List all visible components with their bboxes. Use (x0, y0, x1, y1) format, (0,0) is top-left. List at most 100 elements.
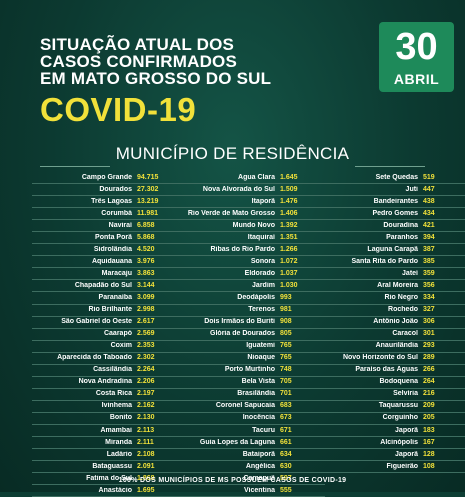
municipality-name: Douradina (383, 221, 418, 229)
municipality-name: Naviraí (108, 221, 132, 229)
headline: COVID-19 (40, 91, 197, 128)
municipality-name: Bandeirantes (373, 197, 418, 205)
case-count: 421 (423, 221, 435, 229)
municipality-row: Bataguassu 2.091 (32, 461, 182, 474)
municipality-name: Vicentina (244, 486, 275, 494)
municipality-row: Sidrolândia 4.520 (32, 244, 182, 257)
municipality-row: Bandeirantes 438 (318, 196, 465, 209)
case-count: 216 (423, 390, 435, 398)
divider-left (40, 166, 110, 167)
case-count: 167 (423, 438, 435, 446)
municipality-row: Rio Brilhante 2.998 (32, 305, 182, 317)
municipality-name: Japorã (395, 426, 418, 434)
municipality-name: Campo Grande (81, 173, 132, 181)
municipality-row: Terenos 981 (175, 305, 325, 317)
case-count: 1.037 (280, 269, 298, 277)
municipality-name: Bela Vista (241, 378, 275, 386)
municipality-name: Sete Quedas (375, 173, 418, 181)
title-line: SITUAÇÃO ATUAL DOS (40, 35, 235, 54)
case-count: 3.863 (137, 269, 155, 277)
divider-right (355, 166, 425, 167)
municipality-name: Novo Horizonte do Sul (342, 354, 418, 362)
municipality-name: Rochedo (388, 306, 418, 314)
case-count: 205 (423, 414, 435, 422)
case-count: 3.144 (137, 281, 155, 289)
municipality-name: Deodápolis (237, 293, 275, 301)
municipality-row: Ivinhema 2.162 (32, 401, 182, 413)
municipality-row: Antônio João 306 (318, 317, 465, 329)
case-count: 2.353 (137, 342, 155, 350)
case-count: 356 (423, 281, 435, 289)
case-count: 128 (423, 450, 435, 458)
municipality-row: Nova Andradina 2.206 (32, 377, 182, 389)
case-count: 385 (423, 257, 435, 265)
municipality-name: Japorã (395, 450, 418, 458)
municipality-row: Aparecida do Taboado 2.302 (32, 353, 182, 365)
municipality-name: Ribas do Rio Pardo (210, 245, 275, 253)
case-count: 5.868 (137, 233, 155, 241)
municipality-name: Mundo Novo (232, 221, 275, 229)
municipality-name: Maracaju (101, 269, 132, 277)
municipality-name: Iguatemi (246, 342, 275, 350)
case-count: 387 (423, 245, 435, 253)
municipality-row: Bataiporã 634 (175, 449, 325, 462)
case-count: 394 (423, 233, 435, 241)
municipality-row: Coronel Sapucaia 683 (175, 401, 325, 413)
case-count: 805 (280, 330, 292, 338)
municipality-row: Laguna Carapã 387 (318, 244, 465, 257)
case-count: 1.695 (137, 486, 155, 494)
municipality-row: Maracaju 3.863 (32, 268, 182, 281)
municipality-name: Bataguassu (92, 462, 132, 470)
municipality-row: Naviraí 6.858 (32, 220, 182, 233)
municipality-name: Paranhos (386, 233, 418, 241)
municipality-name: Tacuru (252, 426, 275, 434)
case-count: 2.264 (137, 366, 155, 374)
municipality-row: Corumbá 11.981 (32, 208, 182, 221)
municipality-column-2: Água Clara 1.645 Nova Alvorada do Sul 1.509… (175, 172, 325, 497)
municipality-row: Miranda 2.111 (32, 437, 182, 450)
municipality-row: Dourados 27.302 (32, 184, 182, 197)
case-count: 597 (280, 474, 292, 482)
municipality-name: Bataiporã (242, 450, 275, 458)
municipality-name: Nova Alvorada do Sul (202, 185, 275, 193)
municipality-row: Inocência 673 (175, 413, 325, 425)
municipality-row: Paraíso das Águas 266 (318, 365, 465, 377)
municipality-row: Santa Rita do Pardo 385 (318, 256, 465, 269)
subtitle: MUNICÍPIO DE RESIDÊNCIA (115, 144, 350, 163)
municipality-row: Itaquiraí 1.351 (175, 232, 325, 245)
municipality-name: Ivinhema (101, 402, 132, 410)
municipality-name: Nova Andradina (78, 378, 132, 386)
municipality-name: Santa Rita do Pardo (351, 257, 418, 265)
title-block: SITUAÇÃO ATUAL DOS CASOS CONFIRMADOS EM … (40, 36, 340, 87)
municipality-name: Sidrolândia (93, 245, 132, 253)
footer-note: 100% DOS MUNICÍPIOS DE MS POSSUEM CASOS … (118, 477, 347, 484)
municipality-row: Douradina 421 (318, 220, 465, 233)
municipality-name: Miranda (105, 438, 132, 446)
municipality-row: Glória de Dourados 805 (175, 329, 325, 341)
municipality-name: Ladário (106, 450, 132, 458)
case-count: 266 (423, 366, 435, 374)
case-count: 2.206 (137, 378, 155, 386)
case-count: 555 (280, 486, 292, 494)
municipality-name: Rio Brilhante (88, 306, 132, 314)
municipality-name: Angélica (245, 462, 275, 470)
municipality-name: Camapuã (243, 474, 275, 482)
municipality-name: Coronel Sapucaia (215, 402, 275, 410)
municipality-name: Corguinho (382, 414, 418, 422)
case-count: 2.998 (137, 306, 155, 314)
municipality-row: Coxim 2.353 (32, 341, 182, 353)
municipality-name: Inocência (242, 414, 275, 422)
municipality-row: Bela Vista 705 (175, 377, 325, 389)
case-count: 981 (280, 306, 292, 314)
municipality-name: Rio Verde de Mato Grosso (187, 209, 275, 217)
municipality-name: Jateí (402, 269, 418, 277)
municipality-name: Itaporã (251, 197, 275, 205)
municipality-name: Caarapó (103, 330, 132, 338)
municipality-name: Terenos (248, 306, 275, 314)
municipality-row: Novo Horizonte do Sul 289 (318, 353, 465, 365)
case-count: 447 (423, 185, 435, 193)
municipality-row: Costa Rica 2.197 (32, 389, 182, 401)
municipality-row: Selvíria 216 (318, 389, 465, 401)
municipality-name: Pedro Gomes (372, 209, 418, 217)
municipality-name: Antônio João (373, 318, 418, 326)
